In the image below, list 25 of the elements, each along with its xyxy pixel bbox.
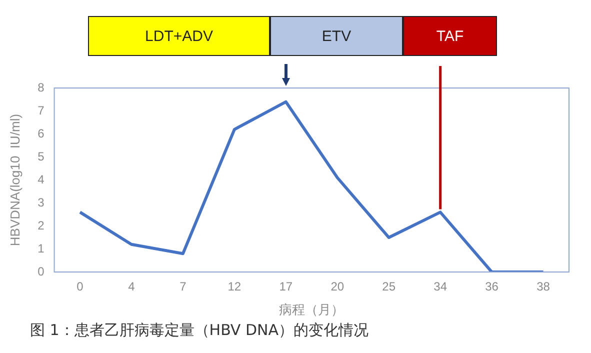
x-tick-label: 17 bbox=[279, 280, 293, 294]
y-tick-label: 8 bbox=[38, 80, 45, 94]
text: ETV bbox=[322, 28, 352, 44]
y-tick-label: 5 bbox=[38, 149, 45, 164]
x-axis-title: 病程（月） bbox=[279, 302, 344, 317]
y-tick-label: 2 bbox=[38, 218, 45, 232]
caption: 图 1：患者乙肝病毒定量（HBV DNA）的变化情况 bbox=[30, 321, 368, 340]
x-tick-label: 4 bbox=[128, 280, 136, 294]
y-tick-label: 6 bbox=[38, 126, 45, 140]
x-tick-label: 34 bbox=[434, 280, 448, 294]
x-tick-label: 36 bbox=[485, 280, 499, 294]
y-tick-label: 3 bbox=[38, 195, 45, 210]
x-tick-label: 25 bbox=[382, 280, 396, 294]
y-tick-label: 7 bbox=[38, 103, 45, 118]
x-tick-label: 38 bbox=[536, 280, 550, 294]
y-tick-label: 4 bbox=[38, 172, 45, 186]
x-tick-label: 12 bbox=[228, 280, 242, 294]
y-axis-title: HBVDNA(log10 IU/ml) bbox=[7, 114, 22, 246]
y-tick-label: 0 bbox=[38, 264, 45, 278]
x-tick-label: 20 bbox=[330, 280, 344, 294]
x-tick-label: 7 bbox=[180, 280, 187, 294]
text: LDT+ADV bbox=[145, 28, 213, 44]
text: TAF bbox=[436, 28, 464, 44]
x-tick-label: 0 bbox=[76, 280, 84, 294]
y-tick-label: 1 bbox=[38, 241, 45, 256]
